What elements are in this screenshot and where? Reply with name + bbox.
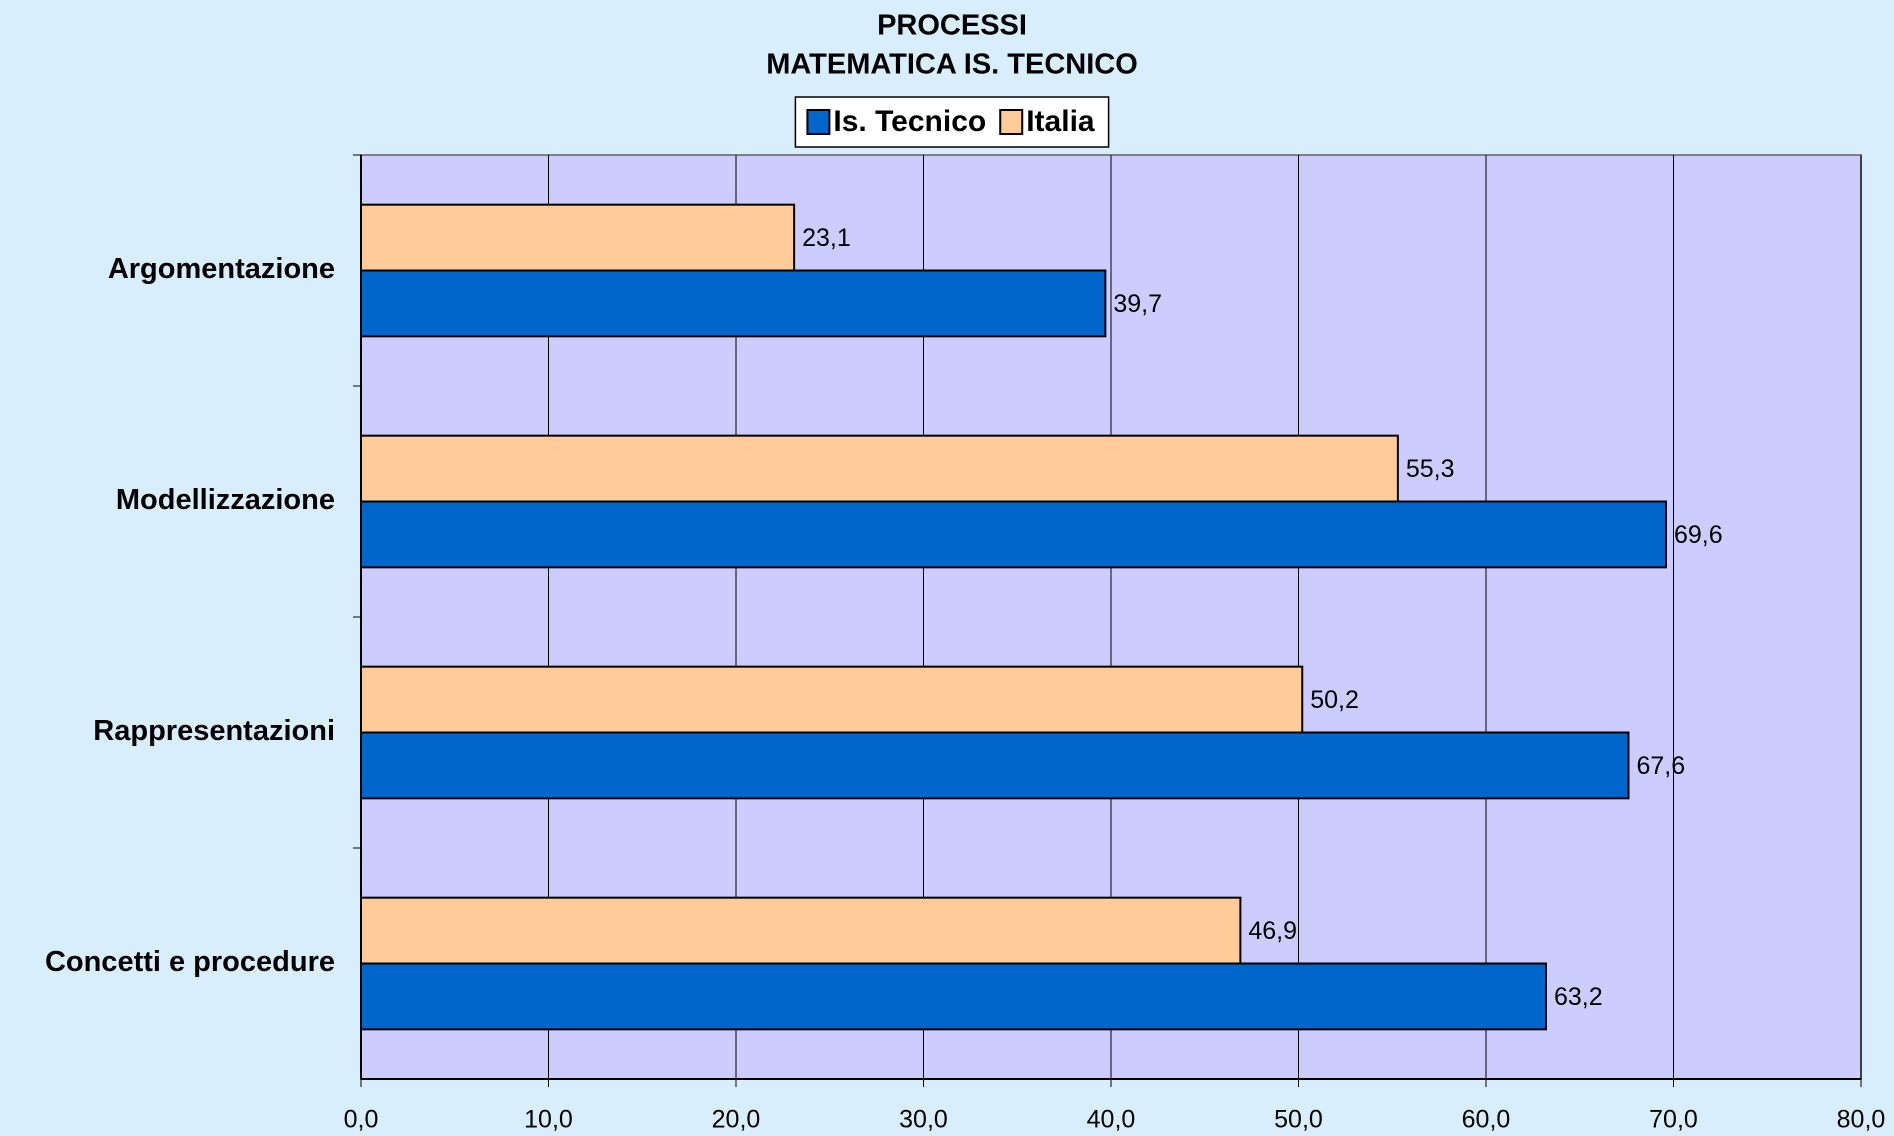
bar [360,500,1667,569]
x-tick-label: 60,0 [1462,1106,1511,1134]
legend-swatch [999,109,1024,135]
y-tick-label: Concetti e procedure [45,946,335,978]
bar [360,665,1304,734]
bar [360,962,1547,1031]
bar [360,434,1399,503]
bar [360,203,796,272]
data-label: 63,2 [1554,983,1603,1011]
chart-title: PROCESSI [877,10,1027,42]
y-tick-label: Argomentazione [108,253,335,285]
x-tick-label: 0,0 [344,1106,379,1134]
legend-label: Is. Tecnico [833,105,986,138]
data-label: 23,1 [802,224,851,252]
legend-label: Italia [1026,105,1095,138]
legend-box [794,96,1110,148]
bar [360,896,1242,965]
data-label: 67,6 [1637,752,1686,780]
x-tick-label: 30,0 [899,1106,948,1134]
legend-swatch [806,109,831,135]
bar [360,269,1107,338]
data-label: 50,2 [1310,686,1359,714]
x-tick-label: 10,0 [524,1106,573,1134]
x-tick-label: 70,0 [1649,1106,1698,1134]
data-label: 39,7 [1113,290,1162,318]
x-tick-label: 40,0 [1087,1106,1136,1134]
bar [360,731,1630,800]
y-tick-label: Rappresentazioni [93,715,335,747]
data-label: 46,9 [1248,917,1297,945]
x-tick-label: 20,0 [712,1106,761,1134]
y-tick-label: Modellizzazione [116,484,335,516]
x-tick-label: 50,0 [1274,1106,1323,1134]
x-tick-label: 80,0 [1837,1106,1886,1134]
data-label: 55,3 [1406,455,1455,483]
chart-title: MATEMATICA IS. TECNICO [766,49,1138,81]
data-label: 69,6 [1674,521,1723,549]
